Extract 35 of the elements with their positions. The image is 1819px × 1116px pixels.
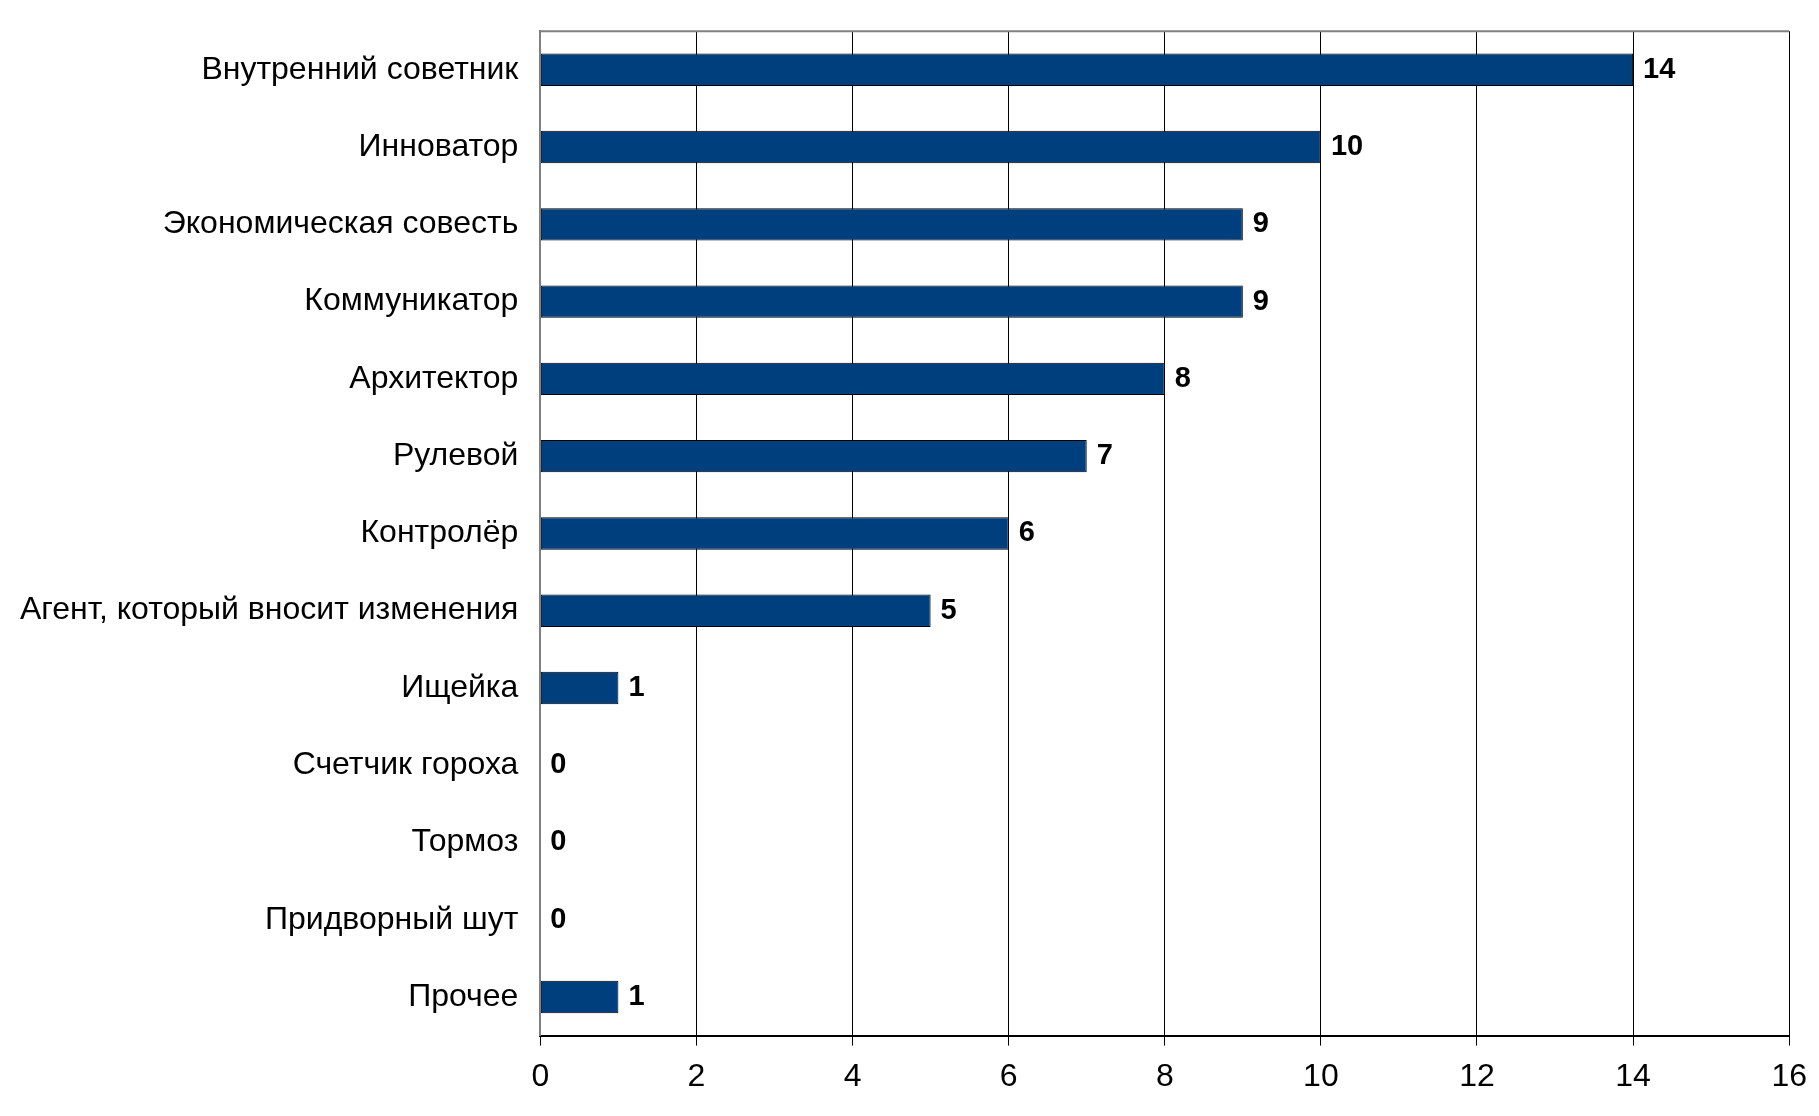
y-tick-label: Экономическая совесть xyxy=(162,204,519,241)
x-tick-label: 12 xyxy=(1459,1056,1495,1093)
y-tick-label: Архитектор xyxy=(349,358,519,395)
data-label: 9 xyxy=(1252,283,1269,316)
y-tick-label: Инноватор xyxy=(358,126,519,163)
data-label: 8 xyxy=(1174,360,1191,393)
y-tick-label: Рулевой xyxy=(392,435,519,472)
x-tick-label: 14 xyxy=(1615,1056,1651,1093)
y-tick-label: Коммуникатор xyxy=(304,281,519,318)
data-label: 0 xyxy=(550,747,567,780)
y-tick-label: Внутренний советник xyxy=(201,49,520,86)
y-tick-label: Счетчик гороха xyxy=(292,745,519,782)
data-label: 0 xyxy=(550,824,567,857)
x-tick-label: 2 xyxy=(687,1056,706,1093)
x-tick-label: 8 xyxy=(1155,1056,1174,1093)
data-label: 9 xyxy=(1252,206,1269,239)
y-tick-label: Придворный шут xyxy=(265,899,519,936)
data-label: 1 xyxy=(628,978,645,1011)
y-tick-label: Ищейка xyxy=(401,667,519,704)
x-tick-label: 10 xyxy=(1303,1056,1339,1093)
x-tick-label: 4 xyxy=(843,1056,862,1093)
y-tick-label: Контролёр xyxy=(360,513,519,550)
data-label: 5 xyxy=(940,592,957,625)
data-label: 14 xyxy=(1643,51,1676,84)
x-tick-label: 16 xyxy=(1771,1056,1807,1093)
x-tick-label: 0 xyxy=(531,1056,550,1093)
data-label: 7 xyxy=(1096,438,1113,471)
data-label: 10 xyxy=(1330,129,1364,162)
data-label: 6 xyxy=(1018,515,1035,548)
data-label: 0 xyxy=(550,901,567,934)
y-tick-label: Агент, который вносит изменения xyxy=(20,590,519,627)
y-tick-label: Прочее xyxy=(408,976,519,1013)
y-tick-label: Тормоз xyxy=(411,822,519,859)
data-label: 1 xyxy=(628,669,645,702)
x-tick-label: 6 xyxy=(999,1056,1018,1093)
